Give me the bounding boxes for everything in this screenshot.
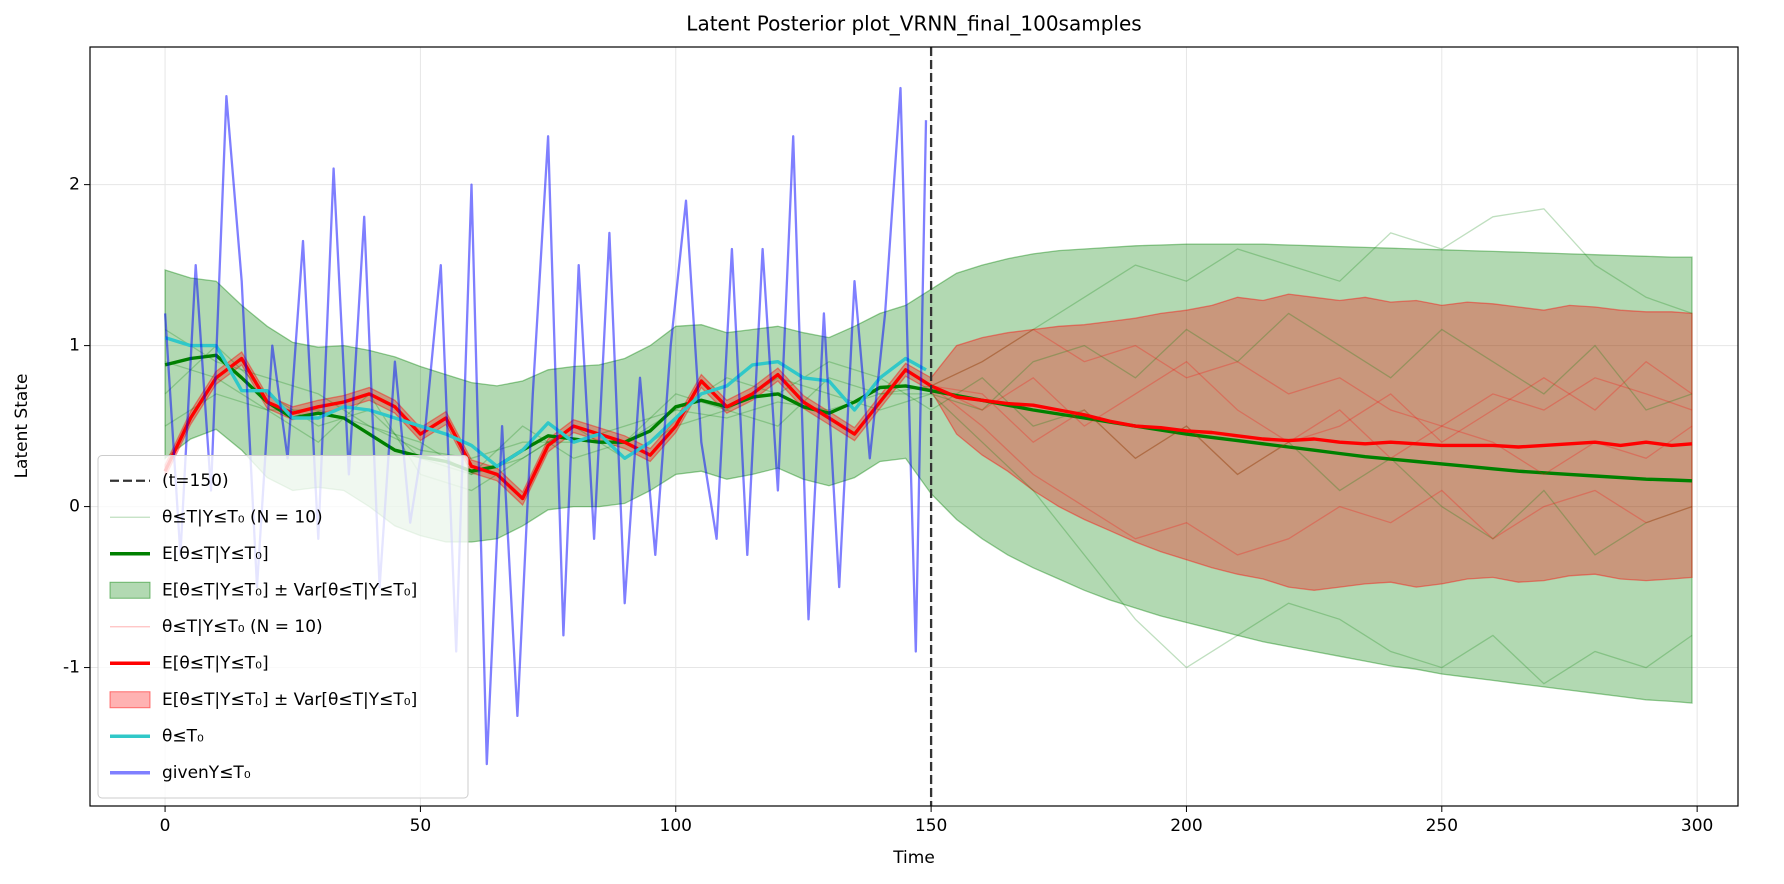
x-tick-label: 100: [660, 816, 692, 836]
legend-handle: [109, 691, 151, 709]
sample-line: [164, 328, 1693, 556]
x-tick-label: 300: [1681, 816, 1713, 836]
x-axis-label: Time: [892, 848, 935, 868]
sample-line: [930, 385, 1693, 556]
sample-line: [930, 328, 1693, 427]
y-tick-label: 0: [69, 497, 80, 517]
y-axis-label: Latent State: [12, 374, 32, 479]
legend-label: θ≤T₀: [162, 726, 204, 746]
legend-label: E[θ≤T|Y≤T₀] ± Var[θ≤T|Y≤T₀]: [162, 580, 417, 600]
variance-band: [164, 243, 1693, 704]
legend-box: [97, 455, 469, 799]
series-line: [163, 86, 928, 766]
y-tick-label: 2: [69, 175, 80, 195]
legend-handle: [109, 581, 151, 599]
legend-label: θ≤T|Y≤T₀ (N = 10): [162, 617, 323, 637]
chart-title: Latent Posterior plot_VRNN_final_100samp…: [686, 12, 1141, 36]
x-tick-label: 50: [410, 816, 432, 836]
x-tick-label: 150: [915, 816, 947, 836]
y-tick-label: -1: [63, 658, 80, 678]
legend-label: givenY≤T₀: [162, 763, 251, 783]
x-tick-label: 250: [1426, 816, 1458, 836]
sample-line: [930, 360, 1693, 476]
axes-frame: [89, 46, 1739, 807]
y-tick-label: 1: [69, 336, 80, 356]
legend-label: E[θ≤T|Y≤T₀] ± Var[θ≤T|Y≤T₀]: [162, 690, 417, 710]
x-tick-label: 0: [160, 816, 171, 836]
x-tick-label: 200: [1170, 816, 1202, 836]
series-line: [164, 335, 927, 468]
plot-area: [163, 86, 1693, 766]
legend-label: θ≤T|Y≤T₀ (N = 10): [162, 507, 323, 527]
legend-label: E[θ≤T|Y≤T₀]: [162, 544, 269, 564]
sample-line: [930, 360, 1693, 476]
legend-label: (t=150): [162, 471, 229, 491]
legend-label: E[θ≤T|Y≤T₀]: [162, 653, 269, 673]
